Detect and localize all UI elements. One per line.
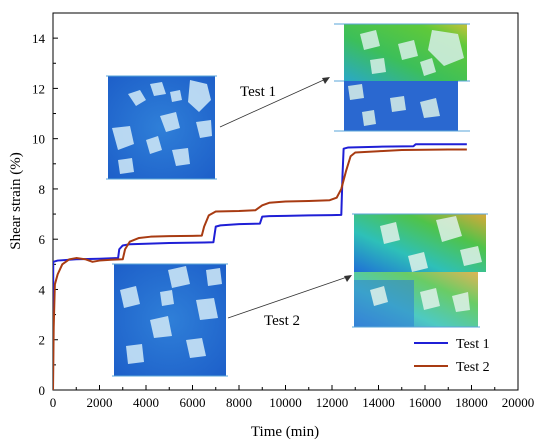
y-axis-ticks: 0 2 4 6 8 10 12 14 <box>32 31 58 398</box>
particle-image-test2-initial <box>112 263 228 377</box>
x-tick-label: 8000 <box>226 395 252 410</box>
x-tick-label: 6000 <box>180 395 206 410</box>
y-axis-label: Shear strain (%) <box>8 152 24 249</box>
y-tick-label: 2 <box>39 333 46 348</box>
x-tick-label: 0 <box>50 395 57 410</box>
x-tick-label: 4000 <box>133 395 159 410</box>
series-line-2 <box>53 148 467 390</box>
annotation-arrow-test1 <box>219 77 330 128</box>
legend-label-test2: Test 2 <box>456 360 490 375</box>
x-tick-label: 14000 <box>362 395 395 410</box>
annotation-test2-label: Test 2 <box>264 313 300 329</box>
particle-image-test2-final <box>352 213 488 328</box>
x-tick-label: 12000 <box>316 395 349 410</box>
y-tick-label: 8 <box>39 182 46 197</box>
x-tick-label: 20000 <box>502 395 535 410</box>
y-tick-label: 10 <box>32 132 45 147</box>
annotation-test1-label: Test 1 <box>240 84 276 100</box>
legend: Test 1 Test 2 <box>414 337 490 375</box>
y-tick-label: 12 <box>32 81 45 96</box>
y-tick-label: 6 <box>39 232 46 247</box>
particle-image-test1-initial <box>106 75 217 180</box>
x-tick-label: 2000 <box>87 395 113 410</box>
particle-image-test1-final <box>334 23 470 132</box>
series-layer <box>53 143 467 390</box>
y-tick-label: 0 <box>39 383 46 398</box>
series-line-1 <box>53 143 467 390</box>
legend-label-test1: Test 1 <box>456 337 490 352</box>
y-tick-label: 14 <box>32 31 46 46</box>
x-axis-ticks: 0 2000 4000 6000 8000 10000 12000 14000 16000 180… <box>50 385 535 410</box>
y-tick-label: 4 <box>39 282 46 297</box>
x-tick-label: 18000 <box>455 395 488 410</box>
x-tick-label: 16000 <box>409 395 442 410</box>
annotation-arrow-test2 <box>227 275 352 319</box>
x-tick-label: 10000 <box>269 395 302 410</box>
x-axis-label: Time (min) <box>251 424 319 440</box>
